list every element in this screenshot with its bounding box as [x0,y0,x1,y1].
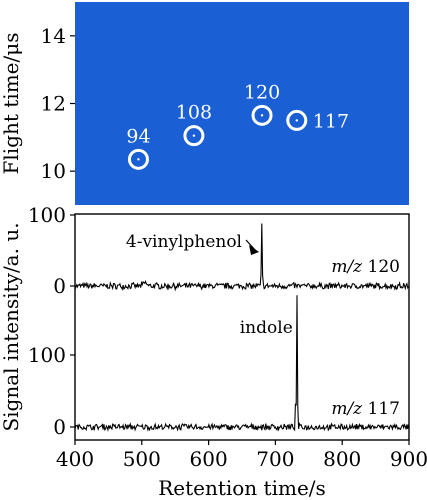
x-tick-label: 800 [323,447,361,471]
mz-prefix: m/z [331,399,363,419]
spot-center [296,119,298,121]
x-tick-label: 400 [56,447,94,471]
spot-label: 94 [126,125,150,147]
y-tick-label: 0 [53,415,66,439]
y-tick-label: 0 [53,274,66,298]
mz-value: 120 [362,257,400,277]
y-tick-label: 10 [41,159,66,183]
y-tick-label: 12 [41,92,66,116]
annotation-arrowhead [249,245,259,255]
mz-label: m/z 120 [331,257,400,277]
mz-label: m/z 117 [331,399,400,419]
x-tick-label: 700 [256,447,294,471]
signal-panel: 0 100 0 100 400 500 600 700 800 900 m/z 120 4-vin… [0,203,427,500]
x-tick-label: 500 [123,447,161,471]
y-tick-label: 100 [28,203,66,227]
x-tick-label: 600 [190,447,228,471]
x-ticks: 400 500 600 700 800 900 [56,440,427,471]
spot-center [137,158,139,160]
signal-y-ticks: 0 100 0 100 [28,203,75,439]
y-tick-label: 100 [28,343,66,367]
heatmap-panel: 94 108 120 117 10 12 14 Flight time/μs [0,2,409,205]
spot-label: 117 [313,110,349,132]
spot-label: 108 [176,102,212,124]
mz-value: 117 [362,399,400,419]
annotation-label: 4-vinylphenol [126,232,242,252]
annotation-label: indole [240,318,293,338]
x-tick-label: 900 [390,447,427,471]
heatmap-y-axis-title: Flight time/μs [0,33,23,175]
x-axis-title: Retention time/s [158,476,326,500]
y-tick-label: 14 [41,24,66,48]
mz-prefix: m/z [331,257,363,277]
heatmap-y-ticks: 10 12 14 [41,24,75,183]
signal-y-axis-title: Signal intensity/a. u. [0,222,23,431]
heatmap-background [75,2,409,205]
spot-center [193,134,195,136]
annotations: m/z 120 4-vinylphenol m/z 117 indole [126,232,400,419]
spot-center [261,114,263,116]
spot-label: 120 [244,81,280,103]
